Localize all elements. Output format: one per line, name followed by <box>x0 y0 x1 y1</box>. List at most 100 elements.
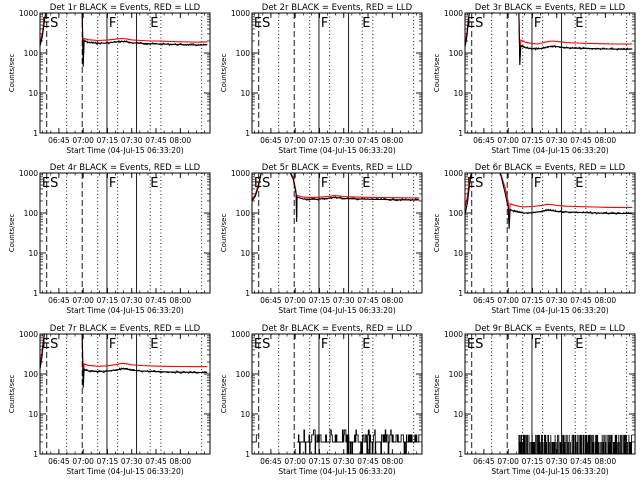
series-events <box>297 429 420 454</box>
series-lld <box>252 173 420 217</box>
series-lld <box>465 173 633 222</box>
plot-frame <box>251 172 423 294</box>
panel-det-4r: Det 4r BLACK = Events, RED = LLD ES F E 1 10 1… <box>8 163 211 315</box>
y-tick-label: 1000 <box>444 169 463 178</box>
y-tick-label: 1000 <box>444 330 463 339</box>
segment-label-f: F <box>109 337 116 352</box>
y-tick-label: 1 <box>458 450 463 459</box>
y-tick-label: 100 <box>24 209 39 218</box>
x-axis-label: Start Time (04-Jul-15 06:33:20) <box>66 306 183 315</box>
plot-frame <box>39 12 211 134</box>
x-tick-label: 07:00 <box>72 296 94 305</box>
segment-label-f: F <box>534 16 541 31</box>
x-axis-label: Start Time (04-Jul-15 06:33:20) <box>66 146 183 155</box>
panel-det-7r: Det 7r BLACK = Events, RED = LLD ES F E 1 10 1… <box>8 324 211 476</box>
y-axis-label: Counts/sec <box>433 375 441 414</box>
segment-label-e: E <box>575 16 583 31</box>
x-tick-label: 07:15 <box>97 296 119 305</box>
y-axis-label: Counts/sec <box>220 375 228 414</box>
x-tick-label: 08:00 <box>595 457 617 466</box>
x-tick-label: 06:45 <box>260 457 282 466</box>
x-tick-label: 07:45 <box>570 457 592 466</box>
panel-det-3r: Det 3r BLACK = Events, RED = LLD ES F E 1 10 1… <box>433 3 636 155</box>
y-tick-label: 1000 <box>19 330 38 339</box>
plot-frame <box>464 172 636 294</box>
segment-label-es: ES <box>467 337 483 352</box>
y-axis-label: Counts/sec <box>8 214 16 253</box>
x-tick-label: 07:15 <box>522 457 544 466</box>
series-events-early <box>252 434 258 443</box>
segment-label-es: ES <box>42 16 58 31</box>
x-tick-label: 07:00 <box>72 457 94 466</box>
segment-label-e: E <box>150 176 158 191</box>
series-events <box>40 13 208 67</box>
x-tick-label: 06:45 <box>48 296 70 305</box>
y-tick-label: 1 <box>33 450 38 459</box>
panel-title: Det 7r BLACK = Events, RED = LLD <box>50 324 201 334</box>
segment-label-e: E <box>150 337 158 352</box>
x-tick-label: 07:00 <box>284 457 306 466</box>
segment-label-f: F <box>321 16 328 31</box>
x-tick-label: 06:45 <box>48 457 70 466</box>
x-tick-label: 06:45 <box>48 136 70 145</box>
panel-det-2r: Det 2r BLACK = Events, RED = LLD ES F E 1 10 1… <box>220 3 423 155</box>
y-tick-label: 100 <box>236 49 251 58</box>
segment-label-f: F <box>534 176 541 191</box>
y-tick-label: 10 <box>240 410 250 419</box>
y-tick-label: 1000 <box>231 9 250 18</box>
y-tick-label: 1 <box>458 289 463 298</box>
x-tick-label: 08:00 <box>170 457 192 466</box>
panel-title: Det 1r BLACK = Events, RED = LLD <box>50 3 201 13</box>
x-tick-label: 08:00 <box>595 136 617 145</box>
x-tick-label: 07:30 <box>546 457 568 466</box>
series-events-noise <box>302 196 419 202</box>
series-events-noise <box>83 39 207 47</box>
segment-label-f: F <box>534 337 541 352</box>
segment-label-e: E <box>150 16 158 31</box>
segment-label-es: ES <box>467 16 483 31</box>
x-tick-label: 07:30 <box>121 296 143 305</box>
x-tick-label: 07:45 <box>357 136 379 145</box>
x-tick-label: 07:45 <box>357 296 379 305</box>
x-tick-label: 07:00 <box>497 136 519 145</box>
plot-frame <box>464 12 636 134</box>
x-tick-label: 07:15 <box>97 136 119 145</box>
plot-frame <box>251 12 423 134</box>
plot-frame <box>39 172 211 294</box>
x-axis-label: Start Time (04-Jul-15 06:33:20) <box>278 467 395 476</box>
panel-title: Det 9r BLACK = Events, RED = LLD <box>475 324 626 334</box>
y-tick-label: 1000 <box>19 9 38 18</box>
panel-det-1r: Det 1r BLACK = Events, RED = LLD ES F E 1 10 1… <box>8 3 211 155</box>
x-tick-label: 06:45 <box>473 296 495 305</box>
y-tick-label: 100 <box>24 49 39 58</box>
y-tick-label: 10 <box>453 89 463 98</box>
panel-title: Det 3r BLACK = Events, RED = LLD <box>475 3 626 13</box>
y-tick-label: 100 <box>236 209 251 218</box>
y-tick-label: 10 <box>240 89 250 98</box>
x-tick-label: 07:30 <box>333 136 355 145</box>
x-tick-label: 08:00 <box>170 136 192 145</box>
x-axis-label: Start Time (04-Jul-15 06:33:20) <box>491 146 608 155</box>
series-events <box>40 334 208 388</box>
series-events-noise <box>509 208 632 216</box>
x-tick-label: 07:30 <box>546 296 568 305</box>
x-tick-label: 07:30 <box>121 136 143 145</box>
y-tick-label: 10 <box>453 410 463 419</box>
y-tick-label: 1000 <box>231 169 250 178</box>
x-tick-label: 07:15 <box>309 457 331 466</box>
y-tick-label: 100 <box>449 209 464 218</box>
y-tick-label: 10 <box>28 410 38 419</box>
x-tick-label: 07:15 <box>309 296 331 305</box>
x-tick-label: 07:30 <box>333 296 355 305</box>
y-tick-label: 1 <box>33 289 38 298</box>
x-axis-label: Start Time (04-Jul-15 06:33:20) <box>278 146 395 155</box>
segment-label-f: F <box>321 337 328 352</box>
segment-label-es: ES <box>467 176 483 191</box>
x-axis-label: Start Time (04-Jul-15 06:33:20) <box>491 306 608 315</box>
y-tick-label: 100 <box>449 370 464 379</box>
y-tick-label: 1 <box>245 129 250 138</box>
panel-det-9r: Det 9r BLACK = Events, RED = LLD ES F E 1 10 1… <box>433 324 636 476</box>
x-tick-label: 07:15 <box>97 457 119 466</box>
plot-frame <box>464 333 636 455</box>
